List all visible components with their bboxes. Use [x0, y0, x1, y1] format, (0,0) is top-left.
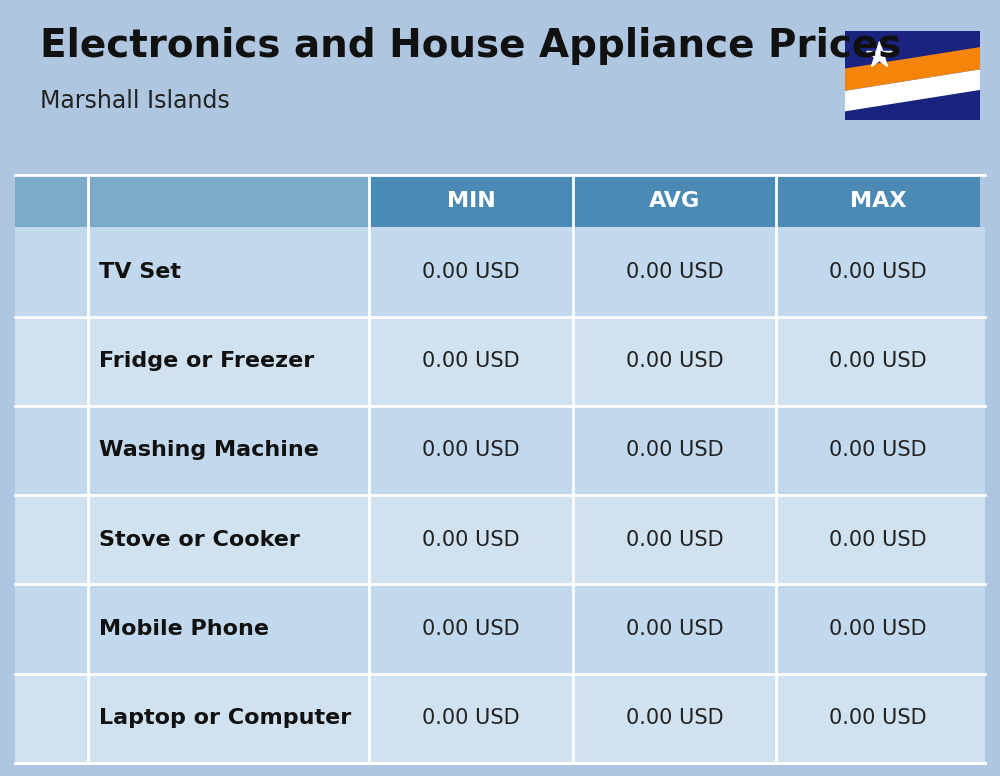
FancyBboxPatch shape	[51, 258, 56, 282]
Text: MIN: MIN	[447, 191, 495, 211]
FancyBboxPatch shape	[39, 608, 64, 653]
FancyBboxPatch shape	[37, 480, 42, 486]
FancyBboxPatch shape	[32, 258, 37, 282]
FancyBboxPatch shape	[27, 244, 76, 296]
Circle shape	[36, 542, 47, 559]
Circle shape	[55, 542, 67, 559]
Text: 0.00 USD: 0.00 USD	[829, 441, 927, 460]
FancyBboxPatch shape	[36, 703, 67, 708]
Polygon shape	[32, 685, 71, 722]
Text: 0.00 USD: 0.00 USD	[626, 441, 723, 460]
FancyBboxPatch shape	[47, 618, 55, 629]
FancyBboxPatch shape	[44, 596, 59, 599]
Text: 0.00 USD: 0.00 USD	[626, 619, 723, 639]
FancyBboxPatch shape	[65, 722, 72, 728]
Text: 0.00 USD: 0.00 USD	[422, 530, 520, 549]
FancyBboxPatch shape	[40, 629, 47, 640]
FancyBboxPatch shape	[55, 629, 62, 640]
FancyBboxPatch shape	[56, 722, 64, 728]
Circle shape	[55, 521, 67, 538]
Polygon shape	[50, 532, 52, 542]
Text: 0.00 USD: 0.00 USD	[422, 262, 520, 282]
Text: Marshall Islands: Marshall Islands	[40, 89, 230, 113]
FancyBboxPatch shape	[61, 480, 66, 486]
FancyBboxPatch shape	[40, 618, 47, 629]
Text: 0.00 USD: 0.00 USD	[422, 708, 520, 728]
Polygon shape	[845, 47, 980, 91]
FancyBboxPatch shape	[32, 420, 71, 432]
FancyBboxPatch shape	[38, 258, 44, 282]
Circle shape	[49, 654, 54, 661]
FancyBboxPatch shape	[55, 618, 62, 629]
Circle shape	[36, 521, 47, 538]
Text: Mobile Phone: Mobile Phone	[99, 619, 269, 639]
Text: Fridge or Freezer: Fridge or Freezer	[99, 352, 315, 371]
FancyBboxPatch shape	[40, 608, 47, 618]
FancyBboxPatch shape	[57, 258, 63, 282]
Circle shape	[46, 423, 49, 429]
FancyBboxPatch shape	[40, 722, 47, 728]
FancyBboxPatch shape	[64, 258, 69, 282]
Text: 0.00 USD: 0.00 USD	[829, 352, 927, 371]
Text: 0.00 USD: 0.00 USD	[829, 708, 927, 728]
Polygon shape	[845, 31, 980, 120]
Text: AVG: AVG	[649, 191, 700, 211]
FancyBboxPatch shape	[27, 505, 75, 574]
Polygon shape	[34, 688, 69, 719]
FancyBboxPatch shape	[29, 416, 74, 485]
Text: 0.00 USD: 0.00 USD	[422, 352, 520, 371]
Text: 0.00 USD: 0.00 USD	[626, 352, 723, 371]
FancyBboxPatch shape	[47, 608, 55, 618]
Text: 0.00 USD: 0.00 USD	[626, 708, 723, 728]
FancyBboxPatch shape	[36, 710, 67, 715]
Text: 0.00 USD: 0.00 USD	[626, 530, 723, 549]
Text: TV Set: TV Set	[99, 262, 181, 282]
FancyBboxPatch shape	[56, 333, 62, 348]
Polygon shape	[27, 722, 76, 729]
Text: 0.00 USD: 0.00 USD	[829, 530, 927, 549]
Polygon shape	[44, 293, 59, 303]
FancyBboxPatch shape	[47, 629, 55, 640]
Text: MAX: MAX	[850, 191, 907, 211]
Text: 0.00 USD: 0.00 USD	[829, 619, 927, 639]
Circle shape	[53, 423, 57, 429]
Circle shape	[36, 561, 42, 570]
Text: 0.00 USD: 0.00 USD	[422, 619, 520, 639]
FancyBboxPatch shape	[48, 722, 55, 728]
Circle shape	[38, 436, 65, 476]
FancyBboxPatch shape	[31, 722, 39, 728]
Circle shape	[43, 443, 60, 469]
Circle shape	[37, 423, 41, 429]
Text: Electronics and House Appliance Prices: Electronics and House Appliance Prices	[40, 27, 901, 65]
Text: Stove or Cooker: Stove or Cooker	[99, 530, 300, 549]
FancyBboxPatch shape	[34, 591, 69, 667]
Text: Washing Machine: Washing Machine	[99, 441, 319, 460]
Circle shape	[61, 561, 66, 570]
Text: 0.00 USD: 0.00 USD	[829, 262, 927, 282]
Circle shape	[48, 561, 54, 570]
FancyBboxPatch shape	[56, 356, 62, 384]
FancyBboxPatch shape	[45, 258, 50, 282]
Text: Laptop or Computer: Laptop or Computer	[99, 708, 352, 728]
Text: 0.00 USD: 0.00 USD	[422, 441, 520, 460]
FancyBboxPatch shape	[32, 325, 70, 397]
Polygon shape	[845, 69, 980, 111]
FancyBboxPatch shape	[36, 697, 67, 702]
Text: 0.00 USD: 0.00 USD	[626, 262, 723, 282]
FancyBboxPatch shape	[36, 716, 67, 721]
